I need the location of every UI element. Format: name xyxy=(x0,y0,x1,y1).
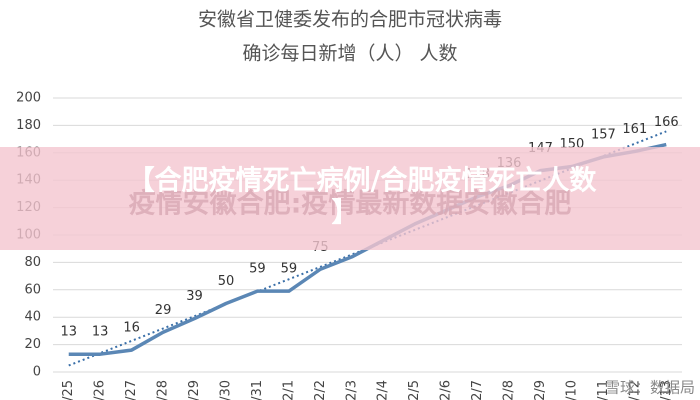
x-tick-label: 1/29 xyxy=(187,380,202,400)
x-tick-label: 1/31 xyxy=(250,380,265,400)
chart-subtitle: 确诊每日新增（人） 人数 xyxy=(242,43,457,65)
data-label: 50 xyxy=(218,274,235,289)
y-tick-label: 80 xyxy=(24,255,41,270)
x-tick-label: 2/12 xyxy=(627,380,642,400)
overlay-subtext: 疫情安徽合肥:疫情最新数据安徽合肥 xyxy=(129,188,572,220)
x-tick-label: 2/8 xyxy=(502,380,517,400)
x-tick-label: 2/1 xyxy=(281,380,296,400)
chart-title: 安徽省卫健委发布的合肥市冠状病毒 xyxy=(198,9,502,31)
x-tick-label: 1/25 xyxy=(61,380,76,400)
data-label: 13 xyxy=(92,325,109,340)
x-tick-label: 2/3 xyxy=(344,380,359,400)
y-tick-label: 200 xyxy=(16,91,41,106)
data-label: 16 xyxy=(123,321,140,336)
x-tick-label: 1/26 xyxy=(93,380,108,400)
y-tick-label: 40 xyxy=(24,310,41,325)
data-label: 13 xyxy=(60,325,77,340)
overlay-headline: 【合肥疫情死亡病例/合肥疫情死亡人数 xyxy=(128,165,598,197)
x-tick-label: 2/11 xyxy=(596,380,611,400)
data-label: 39 xyxy=(186,289,203,304)
x-tick-label: 2/6 xyxy=(439,380,454,400)
x-tick-label: 2/13 xyxy=(659,380,674,400)
x-tick-label: 1/28 xyxy=(156,380,171,400)
overlay-headline-end: 】 xyxy=(332,198,359,229)
data-label: 29 xyxy=(155,303,172,318)
data-label: 166 xyxy=(654,115,679,130)
x-tick-label: 1/30 xyxy=(218,380,233,400)
x-tick-label: 2/4 xyxy=(376,380,391,400)
y-tick-label: 20 xyxy=(24,337,41,352)
x-tick-label: 2/9 xyxy=(533,380,548,400)
x-tick-label: 2/5 xyxy=(407,380,422,400)
x-tick-label: 2/10 xyxy=(564,380,579,400)
y-tick-label: 0 xyxy=(33,365,41,380)
y-tick-label: 180 xyxy=(16,118,41,133)
x-tick-label: 2/7 xyxy=(470,380,485,400)
x-tick-label: 1/27 xyxy=(124,380,139,400)
y-tick-label: 60 xyxy=(24,282,41,297)
watermark: 雪球：数据局 xyxy=(605,379,695,397)
data-label: 59 xyxy=(249,262,266,277)
data-label: 161 xyxy=(622,122,647,137)
overlay-band xyxy=(0,147,700,250)
data-label: 157 xyxy=(591,127,616,142)
data-label: 59 xyxy=(281,262,298,277)
x-tick-label: 2/2 xyxy=(313,380,328,400)
